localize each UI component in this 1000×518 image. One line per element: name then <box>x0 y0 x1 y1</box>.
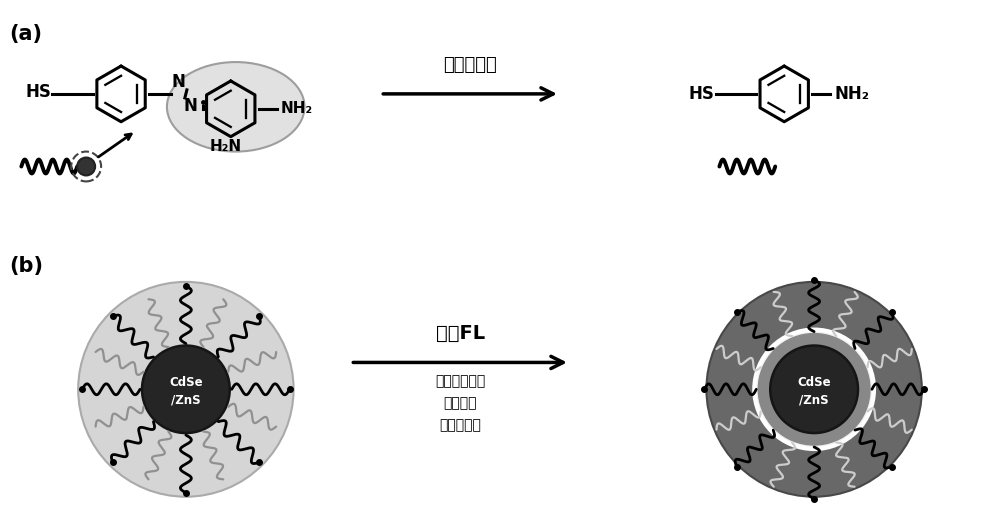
Circle shape <box>754 329 874 449</box>
Text: NH₂: NH₂ <box>834 85 869 103</box>
Circle shape <box>77 157 95 176</box>
Circle shape <box>758 334 870 445</box>
Text: N: N <box>184 97 198 115</box>
Text: CdSe: CdSe <box>169 376 203 389</box>
Ellipse shape <box>167 62 305 152</box>
Text: 开启FL: 开启FL <box>436 324 485 342</box>
Text: HS: HS <box>689 85 714 103</box>
Circle shape <box>142 346 230 433</box>
Text: NH₂: NH₂ <box>281 102 313 117</box>
Text: CdSe: CdSe <box>797 376 831 389</box>
Circle shape <box>78 282 294 497</box>
Text: HS: HS <box>25 83 51 101</box>
Text: 连二亚硫酸盐
次氯酸盐
偶氮还原酶: 连二亚硫酸盐 次氯酸盐 偶氮还原酶 <box>435 375 485 432</box>
Circle shape <box>706 282 922 497</box>
Text: (a): (a) <box>9 24 42 44</box>
Text: 移除偶氮苯: 移除偶氮苯 <box>443 56 497 74</box>
Circle shape <box>770 346 858 433</box>
Text: N: N <box>172 73 186 91</box>
Text: /ZnS: /ZnS <box>171 394 201 407</box>
Text: (b): (b) <box>9 256 43 276</box>
Text: H₂N: H₂N <box>210 139 242 154</box>
Text: /ZnS: /ZnS <box>799 394 829 407</box>
